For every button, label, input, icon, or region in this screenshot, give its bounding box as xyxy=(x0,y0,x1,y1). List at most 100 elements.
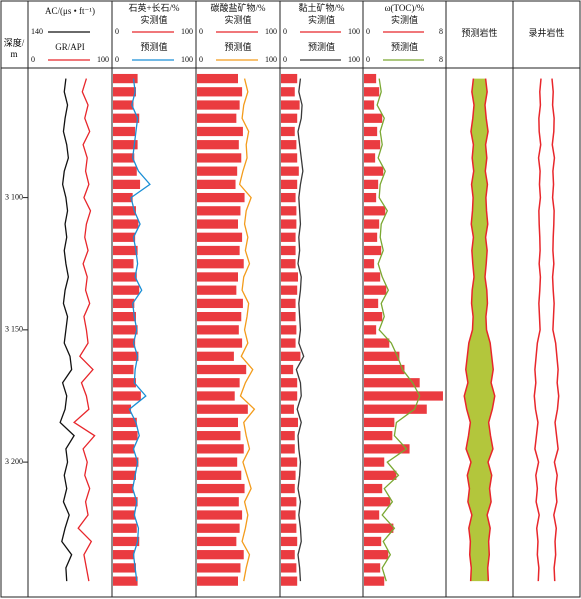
measured-bar xyxy=(281,431,295,441)
measured-bar xyxy=(281,312,296,322)
legend-label: 预测值 xyxy=(224,41,251,52)
measured-bar xyxy=(281,153,298,163)
legend-label: 预测值 xyxy=(140,41,167,52)
measured-bar xyxy=(197,483,245,494)
measured-bar xyxy=(113,166,137,176)
measured-bar xyxy=(197,523,240,533)
measured-bar xyxy=(113,87,136,97)
track-title: 黏土矿物/% xyxy=(299,2,346,13)
measured-bar xyxy=(281,87,295,97)
measured-bar xyxy=(364,391,443,401)
measured-bar xyxy=(281,192,296,203)
measured-bar xyxy=(364,338,390,348)
x-tick-label: 100 xyxy=(181,55,193,64)
measured-bar xyxy=(113,431,138,441)
measured-bar xyxy=(197,391,235,401)
measured-bar xyxy=(281,444,295,454)
measured-bar xyxy=(197,470,242,480)
measured-bar xyxy=(281,206,297,216)
measured-bar xyxy=(281,417,299,428)
measured-bar xyxy=(364,312,383,322)
measured-bar xyxy=(113,378,136,388)
measured-bar xyxy=(113,192,133,203)
measured-bar xyxy=(364,497,391,507)
measured-bar xyxy=(197,576,238,586)
measured-bar xyxy=(364,550,389,560)
measured-bar xyxy=(113,391,141,401)
measured-bar xyxy=(281,550,295,560)
measured-bar xyxy=(364,126,378,137)
measured-bar xyxy=(113,497,138,507)
x-tick-label: 0 xyxy=(366,27,370,36)
measured-bar xyxy=(281,113,298,123)
measured-bar xyxy=(113,153,135,163)
x-tick-label: 0 xyxy=(199,27,203,36)
measured-bar xyxy=(364,431,393,441)
measured-bar xyxy=(197,338,243,348)
legend-label: 预测值 xyxy=(391,41,418,52)
measured-bar xyxy=(364,351,400,361)
legend-label: GR/API xyxy=(55,42,85,52)
measured-bar xyxy=(113,126,136,137)
measured-bar xyxy=(364,470,397,480)
measured-bar xyxy=(364,483,383,494)
measured-bar xyxy=(281,126,295,137)
measured-bar xyxy=(113,259,134,269)
x-tick-label: 0 xyxy=(283,27,287,36)
measured-bar xyxy=(197,364,247,375)
measured-bar xyxy=(113,364,134,375)
measured-bar xyxy=(364,245,382,256)
x-tick-label: 100 xyxy=(265,55,277,64)
measured-bar xyxy=(113,285,140,295)
measured-bar xyxy=(281,338,296,348)
measured-bar xyxy=(113,219,139,229)
depth-tick-label: 3 100 xyxy=(5,192,23,201)
legend-label: 实测值 xyxy=(308,14,335,25)
x-tick-label: 8 xyxy=(439,27,443,36)
legend-label: AC/(μs • ft⁻¹) xyxy=(45,6,95,16)
measured-bar xyxy=(113,523,137,533)
measured-bar xyxy=(281,523,297,533)
measured-bar xyxy=(364,510,380,520)
measured-bar xyxy=(197,206,241,216)
x-tick-label: 0 xyxy=(366,55,370,64)
measured-bar xyxy=(113,510,136,520)
measured-bar xyxy=(364,378,420,388)
measured-bar xyxy=(364,140,381,150)
legend-label: 预测值 xyxy=(308,41,335,52)
track-title: 录井岩性 xyxy=(528,27,564,38)
measured-bar xyxy=(281,73,298,84)
measured-bar xyxy=(281,166,299,176)
measured-bar xyxy=(364,192,377,203)
measured-bar xyxy=(113,140,138,150)
measured-bar xyxy=(113,576,138,586)
measured-bar xyxy=(364,576,385,586)
measured-bar xyxy=(364,563,381,573)
lithology-fill xyxy=(464,78,495,582)
measured-bar xyxy=(364,87,380,97)
depth-title: 深度/m xyxy=(3,38,25,59)
measured-bar xyxy=(113,272,137,282)
measured-bar xyxy=(281,232,296,242)
measured-bar xyxy=(197,259,244,269)
x-tick-label: 0 xyxy=(115,55,119,64)
measured-bar xyxy=(364,179,379,190)
measured-bar xyxy=(113,444,135,454)
measured-bar xyxy=(281,563,297,573)
log-curve xyxy=(59,78,75,582)
measured-bar xyxy=(281,457,298,467)
measured-bar xyxy=(113,404,132,414)
measured-bar xyxy=(113,536,140,547)
measured-bar xyxy=(197,153,242,163)
measured-bar xyxy=(113,312,136,322)
measured-bar xyxy=(197,140,239,150)
measured-bar xyxy=(113,179,141,190)
measured-bar xyxy=(364,73,377,84)
log-curve xyxy=(376,78,421,582)
measured-bar xyxy=(281,391,298,401)
depth-tick-label: 3 200 xyxy=(5,457,23,466)
legend-label: 实测值 xyxy=(224,14,251,25)
